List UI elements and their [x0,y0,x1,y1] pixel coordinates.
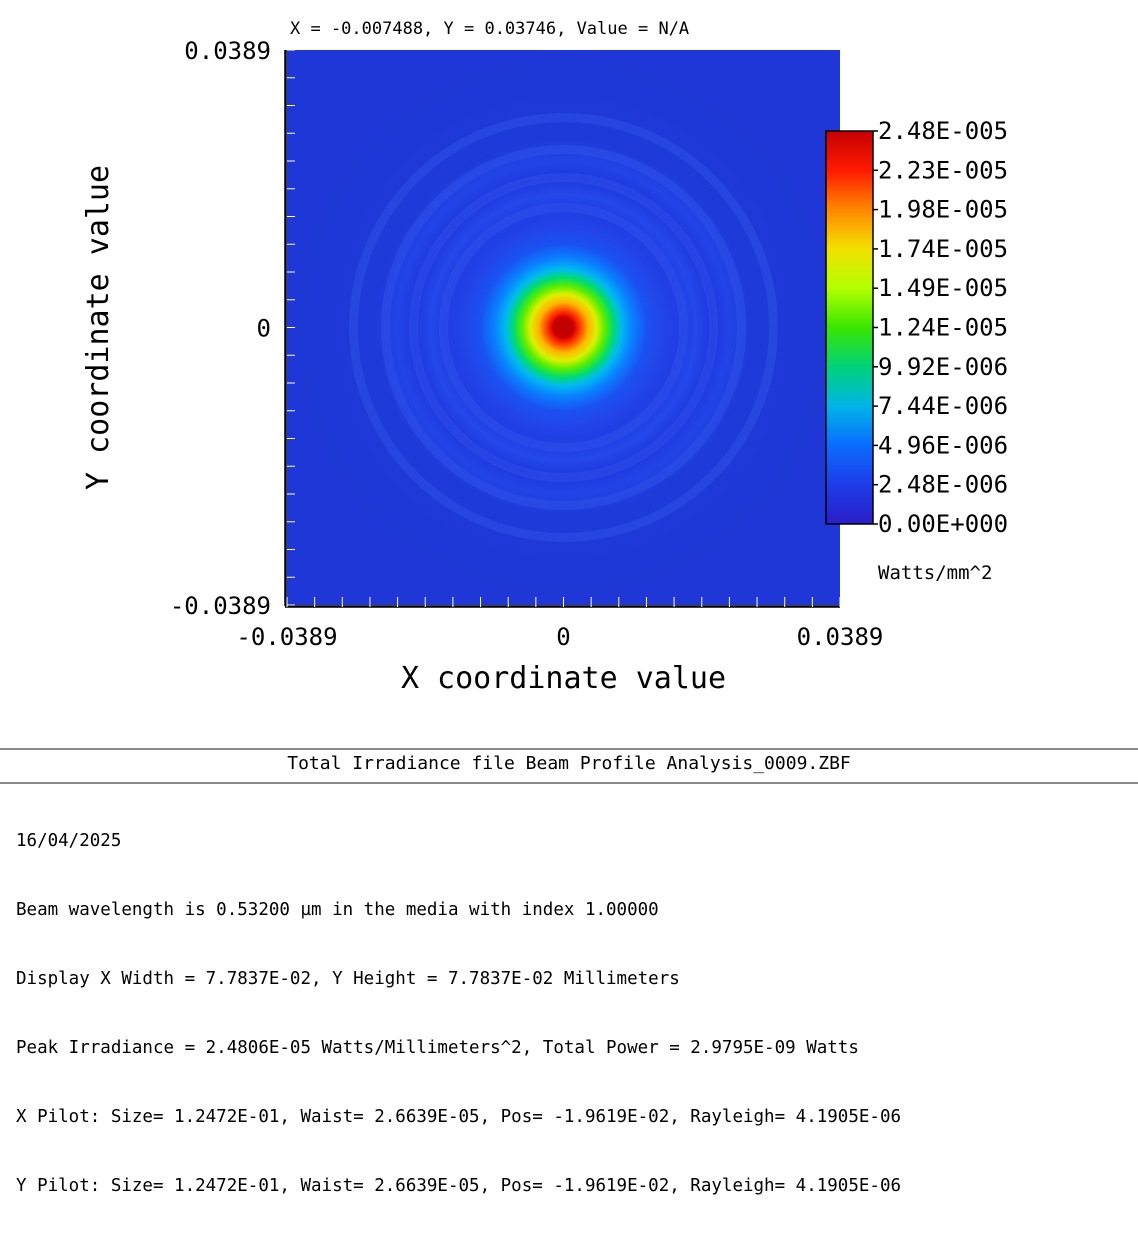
diffraction-ring [349,113,778,542]
info-line-peak-irradiance: Peak Irradiance = 2.4806E-05 Watts/Milli… [16,1038,859,1058]
colorbar-tick-label: 1.49E-005 [878,274,1008,302]
colorbar-tick-label: 0.00E+000 [878,510,1008,538]
beam-profile-figure: X = -0.007488, Y = 0.03746, Value = N/A [0,19,1138,1196]
y-tick-label: 0.0389 [184,37,271,65]
info-line-display-size: Display X Width = 7.7837E-02, Y Height =… [16,969,680,989]
cursor-readout: X = -0.007488, Y = 0.03746, Value = N/A [290,19,690,39]
x-tick-label: 0 [556,623,570,651]
colorbar-unit: Watts/mm^2 [878,562,992,584]
info-line-date: 16/04/2025 [16,831,122,851]
diffraction-ring [381,145,746,510]
info-line-wavelength: Beam wavelength is 0.53200 µm in the med… [16,900,659,920]
y-axis-title: Y coordinate value [81,165,116,490]
y-tick-label: -0.0389 [170,592,271,620]
info-line-y-pilot: Y Pilot: Size= 1.2472E-01, Waist= 2.6639… [16,1176,902,1196]
colorbar-tick-label: 1.74E-005 [878,235,1008,263]
colorbar-tick-label: 2.23E-005 [878,156,1008,184]
irradiance-chart: 0.0389 0 -0.0389 -0.0389 0 0.0389 X coordinate… [81,37,1008,696]
colorbar-tick-label: 1.24E-005 [878,314,1008,342]
diffraction-ring [409,173,718,482]
colorbar-tick-label: 9.92E-006 [878,353,1008,381]
colorbar-tick-label: 2.48E-005 [878,117,1008,145]
info-line-x-pilot: X Pilot: Size= 1.2472E-01, Waist= 2.6639… [16,1107,902,1127]
colorbar-tick-label: 2.48E-006 [878,471,1008,499]
x-tick-label: -0.0389 [236,623,337,651]
colorbar-tick-label: 1.98E-005 [878,196,1008,224]
colorbar-tick-label: 4.96E-006 [878,431,1008,459]
x-axis-title: X coordinate value [401,661,726,696]
beam-peak [552,316,575,339]
colorbar-tick-label: 7.44E-006 [878,392,1008,420]
x-tick-label: 0.0389 [797,623,884,651]
y-tick-label: 0 [257,315,271,343]
colorbar-gradient [825,130,874,525]
diffraction-ring [439,203,688,452]
caption-title: Total Irradiance file Beam Profile Analy… [287,753,851,774]
info-block: 16/04/2025 Beam wavelength is 0.53200 µm… [16,784,901,1244]
caption-bar: Total Irradiance file Beam Profile Analy… [0,748,1138,784]
